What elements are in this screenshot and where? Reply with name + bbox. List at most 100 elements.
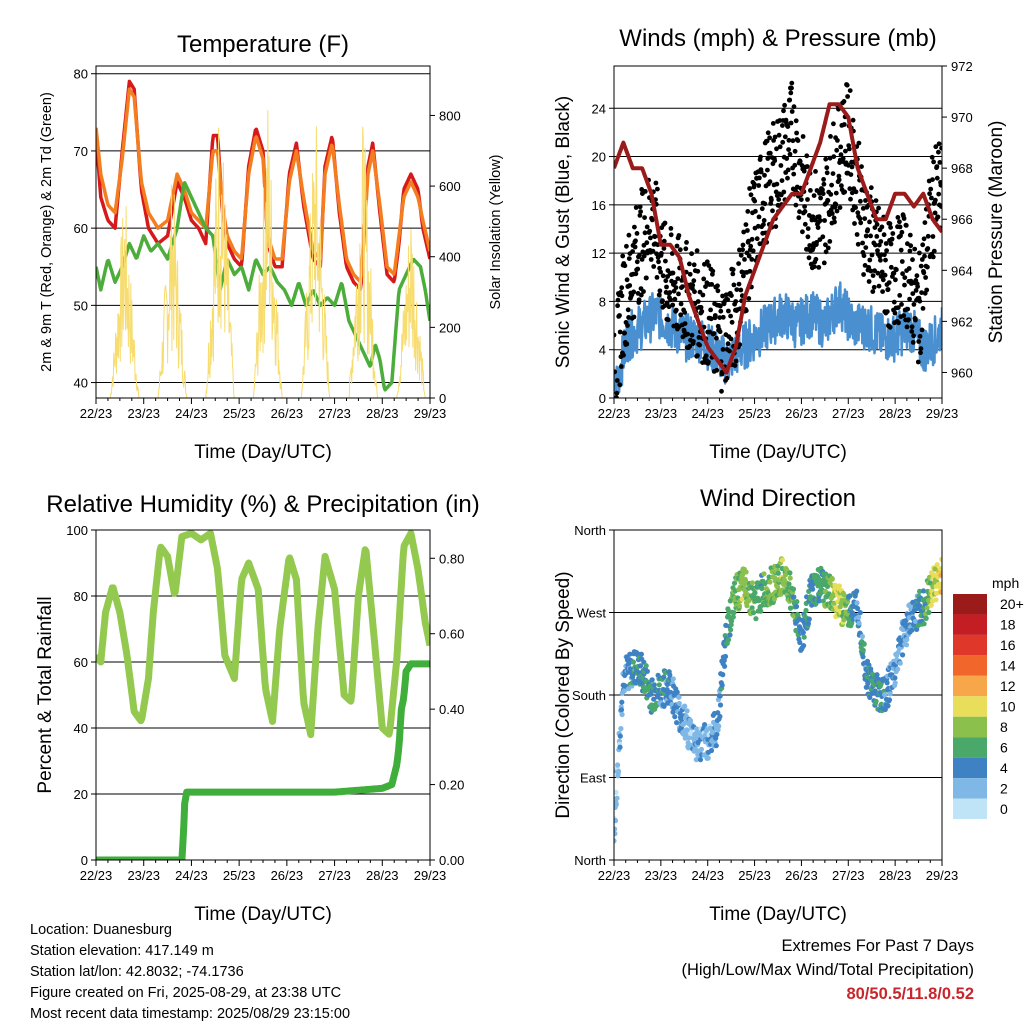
direction-point [731, 610, 737, 616]
colorbar-swatch [953, 737, 987, 758]
temperature-y2tick-label: 400 [439, 250, 461, 265]
solar-insolation-line [109, 206, 140, 398]
gust-point [749, 236, 755, 242]
direction-point [787, 575, 793, 581]
direction-point [857, 610, 863, 616]
gust-point [870, 273, 876, 278]
gust-point [747, 186, 752, 191]
gust-point [932, 210, 938, 216]
gust-point [916, 339, 922, 344]
winds-ytick-label: 8 [599, 294, 606, 309]
winds-xtick-label: 23/23 [645, 406, 678, 421]
gust-point [853, 189, 859, 195]
direction-point [914, 626, 920, 633]
gust-point [874, 222, 880, 227]
direction-point [884, 680, 890, 686]
gust-point [656, 292, 662, 298]
gust-point [715, 288, 721, 294]
gust-point [675, 276, 681, 281]
gust-point [806, 255, 812, 261]
direction-point [662, 670, 668, 676]
gust-point [641, 289, 646, 294]
gust-point [704, 259, 710, 265]
gust-point [767, 150, 773, 156]
winds-ytick-label: 4 [599, 343, 606, 358]
gust-point [674, 243, 680, 249]
direction-point [686, 735, 692, 741]
temperature-y2label: Solar Insolation (Yellow) [488, 154, 504, 309]
gust-point [687, 343, 693, 349]
solar-insolation-line [253, 110, 283, 398]
direction-point [661, 674, 667, 680]
gust-point [886, 280, 892, 285]
gust-point [820, 234, 826, 240]
direction-xtick-label: 24/23 [691, 868, 724, 883]
gust-point [617, 329, 623, 335]
temperature-chart: Temperature (F)4050607080020040060080022… [39, 31, 504, 463]
gust-point [850, 117, 856, 123]
gust-point [899, 259, 905, 264]
gust-point [706, 359, 711, 365]
direction-point [614, 838, 617, 844]
direction-point [713, 743, 719, 749]
direction-point [630, 659, 637, 665]
gust-point [745, 209, 751, 214]
gust-point [711, 331, 717, 336]
gust-point [631, 289, 637, 295]
gust-point [664, 300, 670, 306]
gust-point [923, 275, 928, 280]
direction-point [797, 639, 803, 646]
gust-point [927, 191, 932, 197]
gust-point [909, 324, 915, 330]
gust-point [772, 158, 778, 164]
gust-point [773, 224, 779, 230]
gust-point [741, 229, 747, 235]
gust-point [692, 289, 697, 295]
direction-point [855, 614, 862, 621]
gust-point [762, 201, 768, 207]
direction-point [688, 718, 694, 724]
temperature-ytick-label: 80 [74, 67, 88, 82]
direction-point [719, 682, 725, 688]
direction-point [885, 703, 891, 709]
total-precipitation-line [96, 660, 430, 860]
gust-point [684, 240, 689, 245]
gust-point [843, 148, 848, 154]
direction-point [728, 627, 734, 633]
direction-point [727, 632, 733, 638]
gust-point [859, 164, 864, 170]
direction-point [717, 693, 723, 699]
gust-point [777, 144, 783, 150]
colorbar-swatch [953, 614, 987, 635]
gust-point [891, 299, 897, 305]
direction-point [782, 572, 789, 578]
direction-xtick-label: 25/23 [738, 868, 771, 883]
direction-ytick-label: East [580, 771, 606, 786]
direction-point [801, 643, 807, 649]
gust-point [691, 262, 697, 268]
direction-point [728, 618, 735, 624]
direction-point [882, 706, 888, 713]
humidity-title: Relative Humidity (%) & Precipitation (i… [46, 491, 479, 518]
gust-point [743, 222, 749, 228]
gust-point [689, 251, 694, 257]
gust-point [729, 293, 734, 298]
direction-point [806, 616, 812, 622]
gust-point [758, 169, 764, 175]
gust-point [917, 250, 922, 256]
gust-point [720, 314, 726, 320]
humidity-xtick-label: 27/23 [318, 868, 351, 883]
direction-point [854, 600, 860, 606]
gust-point [858, 198, 863, 204]
gust-point [787, 151, 793, 157]
gust-point [930, 177, 935, 183]
gust-point [761, 222, 766, 228]
direction-point [826, 591, 832, 597]
gust-point [813, 169, 818, 174]
gust-point [914, 273, 920, 279]
gust-point [637, 213, 643, 218]
gust-point [937, 160, 942, 165]
humidity-y2tick-label: 0.80 [439, 551, 464, 566]
direction-chart: Wind DirectionNorthEastSouthWestNorth22/… [553, 485, 1024, 925]
gust-point [758, 154, 763, 160]
